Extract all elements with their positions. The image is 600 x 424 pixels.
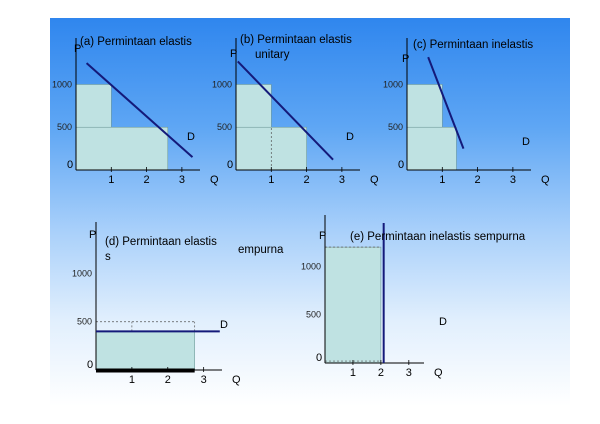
panel-title-e-line-0: (e) Permintaan inelastis sempurna [350,231,526,243]
curve-label-e: D [439,316,447,328]
panel-title-d-extra: empurna [238,244,284,256]
panel-c: 500 1000 0 1 2 3 Q P D (c) Permintaan inelastis [383,38,550,186]
demand-line-c [427,56,465,149]
curve-label-a: D [187,131,195,143]
slide-background: 500 1000 0 1 2 3 Q P D (a) Permintaan elastis 500 1… [50,18,570,406]
x-tick-a-2: 2 [144,174,150,186]
shaded-area-e-0 [324,246,382,364]
panel-title-a-line-0: (a) Permintaan elastis [80,36,192,48]
y-tick-d-500: 500 [77,317,92,327]
curve-label-c: D [522,136,530,148]
demand-line-b [237,60,334,161]
y-tick-c-500: 500 [388,122,403,132]
shaded-area-d-0 [95,331,195,371]
y-axis-label-a: P [74,43,81,55]
x-tick-a-3: 3 [179,174,185,186]
curve-label-d: D [220,319,228,331]
x-axis-label-d: Q [232,374,241,386]
y-tick-b-1000: 1000 [212,79,232,89]
x-axis-label-a: Q [210,174,219,186]
x-tick-a-1: 1 [108,174,114,186]
y-tick-e-1000: 1000 [301,261,321,271]
y-axis-label-d: P [89,229,96,241]
y-tick-d-1000: 1000 [72,268,92,278]
x-tick-b-3: 3 [339,174,345,186]
x-tick-d-2: 2 [165,374,171,386]
x-tick-d-0: 0 [87,359,93,371]
y-tick-c-1000: 1000 [383,79,403,89]
x-tick-a-0: 0 [67,159,73,171]
x-axis-label-b: Q [370,174,379,186]
panel-title-d-line-1: s [105,251,111,263]
y-tick-b-500: 500 [217,122,232,132]
y-axis-label-c: P [402,53,409,65]
shaded-area-c-1 [406,126,457,171]
x-tick-d-1: 1 [129,374,135,386]
panel-b: 500 1000 0 1 2 3 Q P D (b) Permintaan elastis unit… [212,34,379,186]
x-axis-label-c: Q [541,174,550,186]
panel-title-c-line-0: (c) Permintaan inelastis [413,39,533,51]
panel-a: 500 1000 0 1 2 3 Q P D (a) Permintaan elastis [52,36,219,186]
panel-title-d-line-0: (d) Permintaan elastis [105,236,217,248]
x-tick-b-2: 2 [304,174,310,186]
x-tick-c-3: 3 [510,174,516,186]
curve-label-b: D [346,131,354,143]
x-tick-e-1: 1 [350,367,356,379]
y-axis-label-e: P [319,230,326,242]
demand-line-a [85,62,194,158]
y-tick-a-1000: 1000 [52,79,72,89]
x-tick-c-1: 1 [439,174,445,186]
x-axis-label-e: Q [434,367,443,379]
x-tick-c-0: 0 [398,159,404,171]
y-axis-label-b: P [230,48,237,60]
y-tick-a-500: 500 [57,122,72,132]
x-tick-b-0: 0 [227,159,233,171]
x-tick-d-3: 3 [201,374,207,386]
panel-d: 500 1000 0 1 2 3 Q P D (d) Permintaan elastis s emp… [72,222,284,386]
x-tick-e-3: 3 [406,367,412,379]
x-tick-b-1: 1 [268,174,274,186]
demand-axis-band-d [96,368,195,373]
panel-title-b-line-1: unitary [255,49,290,61]
x-tick-c-2: 2 [475,174,481,186]
panel-e: 500 1000 0 1 2 3 Q P D (e) Permintaan inelastis s… [301,215,526,379]
panel-title-b-line-0: (b) Permintaan elastis [240,34,352,46]
x-tick-e-0: 0 [316,352,322,364]
y-tick-e-500: 500 [306,310,321,320]
shaded-area-a-1 [75,126,169,171]
x-tick-e-2: 2 [378,367,384,379]
